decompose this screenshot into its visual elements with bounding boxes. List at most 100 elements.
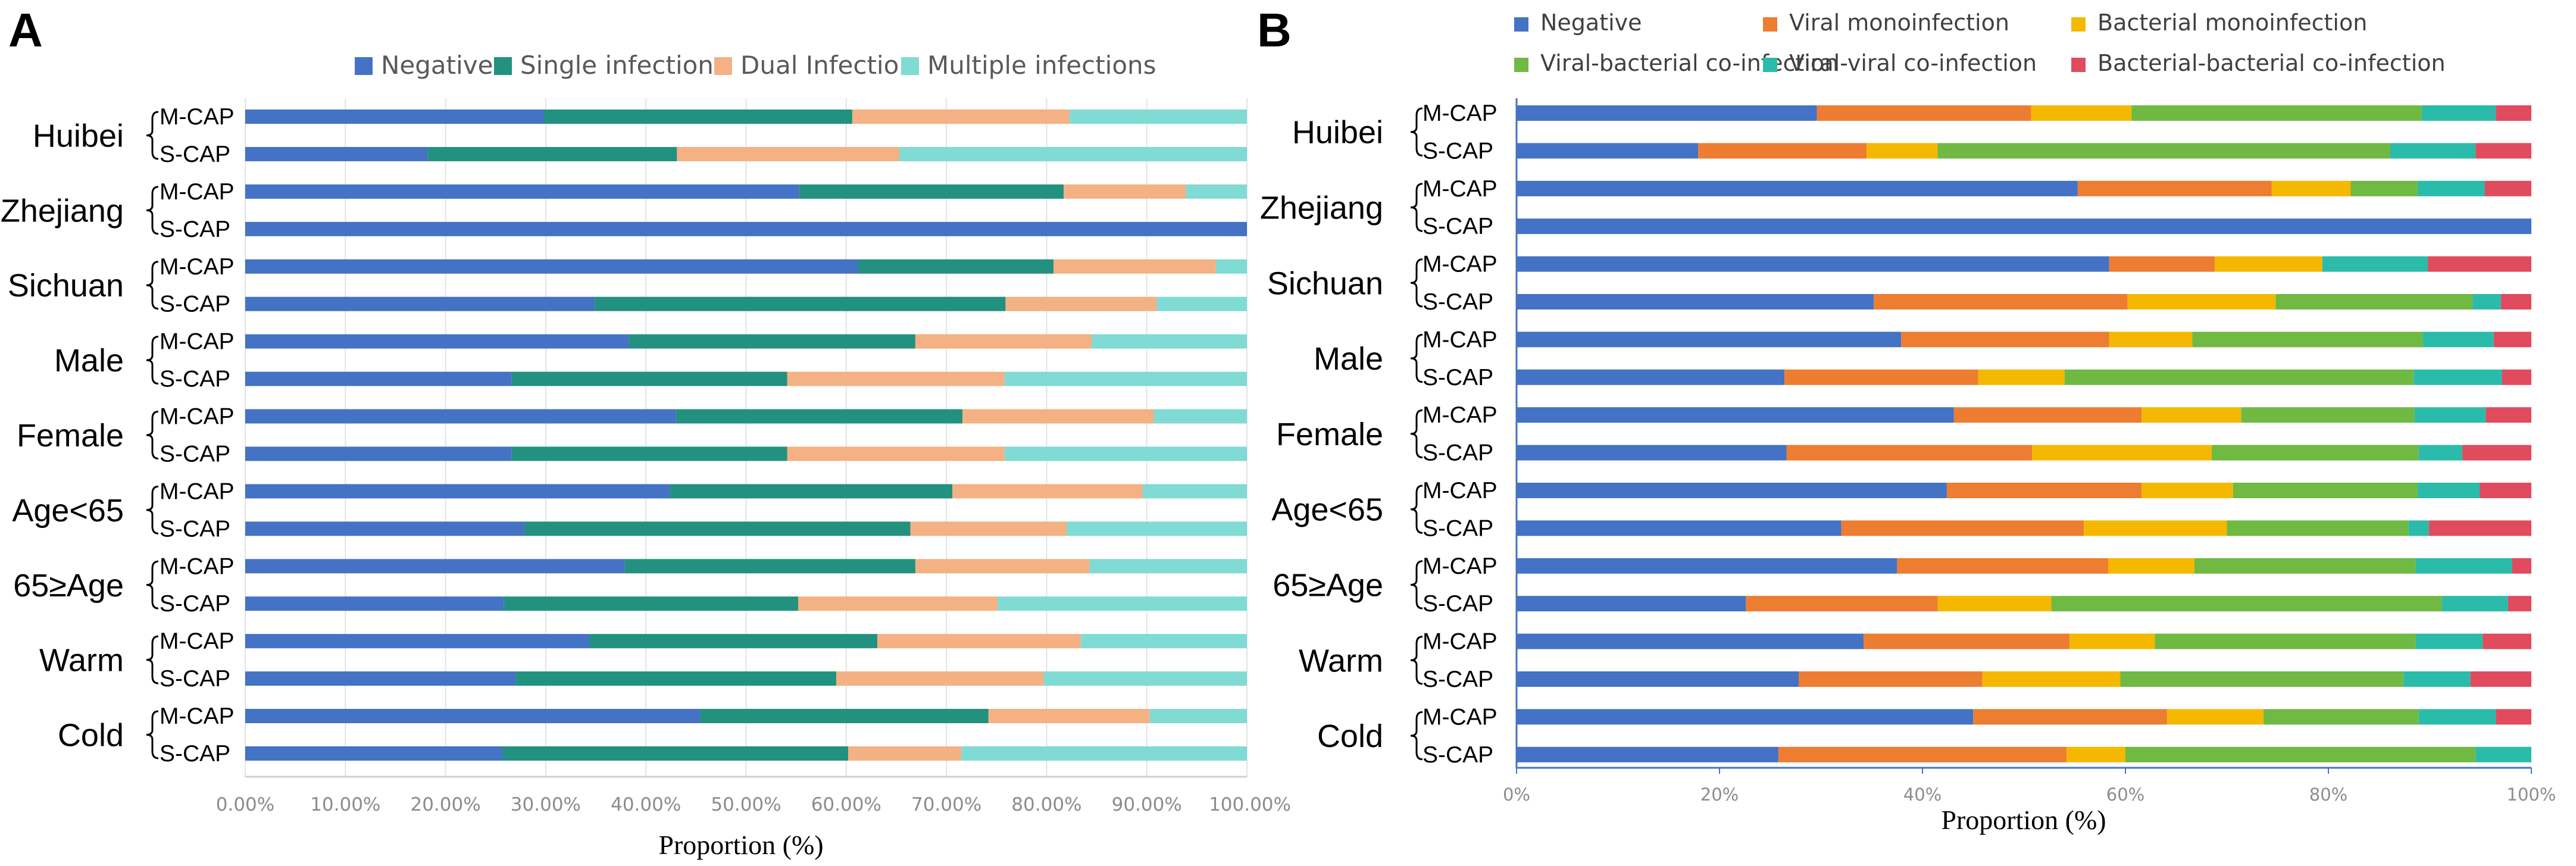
row-label-female-m-cap: M-CAP: [160, 404, 235, 430]
legend-label-viral-bacterial-co-infection: Viral-bacterial co-infection: [1540, 50, 1839, 76]
group-label-huibei: Huibei: [1292, 115, 1383, 151]
row-label-warm-m-cap: M-CAP: [1423, 629, 1498, 655]
bar-female-s-cap-bacterial-bacterial-co-infection: [2462, 445, 2531, 461]
bar-male-m-cap-bacterial-bacterial-co-infection: [2493, 332, 2531, 348]
row-label-agelt65-s-cap: S-CAP: [1423, 515, 1493, 541]
x-axis-title: Proportion (%): [1941, 805, 2106, 835]
bar-agelt65-m-cap-viral-monoinfection: [1946, 483, 2142, 498]
bar-cold-s-cap-bacterial-monoinfection: [2067, 746, 2125, 762]
row-label-warm-m-cap: M-CAP: [160, 629, 235, 654]
bar-65geage-s-cap-dual-infection: [798, 596, 998, 611]
bar-zhejiang-m-cap-viral-monoinfection: [2077, 180, 2272, 196]
group-label-warm: Warm: [39, 643, 124, 679]
bar-male-s-cap-negative: [245, 371, 512, 386]
row-label-65geage-s-cap: S-CAP: [160, 591, 230, 617]
x-tick-label: 80%: [2309, 784, 2347, 805]
bar-65geage-m-cap-single-infection: [624, 559, 915, 574]
bar-warm-s-cap-viral-viral-co-infection: [2403, 671, 2471, 687]
bar-male-m-cap-viral-bacterial-co-infection: [2192, 332, 2423, 348]
bar-huibei-s-cap-dual-infection: [677, 146, 899, 161]
bar-sichuan-s-cap-bacterial-bacterial-co-infection: [2500, 294, 2531, 309]
bar-male-m-cap-dual-infection: [915, 334, 1092, 349]
bar-male-m-cap-viral-viral-co-infection: [2422, 332, 2494, 348]
bar-warm-m-cap-multiple-infections: [1080, 634, 1247, 649]
bar-male-s-cap-viral-bacterial-co-infection: [2064, 369, 2414, 385]
bar-warm-m-cap-negative: [1517, 633, 1864, 649]
bar-huibei-m-cap-viral-viral-co-infection: [2421, 105, 2496, 121]
row-label-sichuan-m-cap: M-CAP: [160, 254, 235, 280]
bar-huibei-s-cap-single-infection: [427, 146, 677, 161]
bar-female-m-cap-viral-bacterial-co-infection: [2241, 407, 2415, 423]
legend-label-viral-viral-co-infection: Viral-viral co-infection: [1789, 50, 2037, 76]
bar-agelt65-m-cap-viral-viral-co-infection: [2418, 483, 2480, 498]
bar-sichuan-m-cap-multiple-infections: [1215, 259, 1247, 274]
bar-sichuan-m-cap-dual-infection: [1053, 259, 1216, 274]
group-label-female: Female: [17, 418, 124, 454]
bar-agelt65-s-cap-bacterial-bacterial-co-infection: [2428, 520, 2531, 536]
bar-male-m-cap-bacterial-monoinfection: [2109, 332, 2193, 348]
legend-swatch-negative: [355, 57, 373, 75]
bar-female-m-cap-viral-viral-co-infection: [2414, 407, 2486, 423]
row-label-zhejiang-m-cap: M-CAP: [1423, 176, 1498, 202]
bar-sichuan-m-cap-bacterial-monoinfection: [2215, 256, 2322, 272]
bar-cold-s-cap-dual-infection: [848, 746, 962, 761]
bar-65geage-m-cap-viral-viral-co-infection: [2415, 558, 2512, 574]
bar-65geage-m-cap-dual-infection: [915, 559, 1090, 574]
bar-sichuan-s-cap-negative: [1517, 294, 1874, 309]
bar-cold-m-cap-bacterial-bacterial-co-infection: [2496, 709, 2531, 725]
bar-65geage-s-cap-viral-monoinfection: [1746, 596, 1938, 612]
bar-warm-m-cap-negative: [245, 634, 590, 649]
bar-female-m-cap-bacterial-monoinfection: [2142, 407, 2242, 423]
bar-warm-m-cap-single-infection: [589, 634, 877, 649]
legend-label-negative: Negative: [381, 51, 493, 80]
bar-sichuan-s-cap-viral-bacterial-co-infection: [2275, 294, 2473, 309]
x-tick-label: 20.00%: [410, 794, 480, 815]
row-label-zhejiang-m-cap: M-CAP: [160, 179, 235, 205]
row-label-65geage-s-cap: S-CAP: [1423, 591, 1493, 617]
bar-huibei-m-cap-single-infection: [543, 110, 852, 124]
row-label-cold-m-cap: M-CAP: [1423, 704, 1498, 730]
brace-female: [1410, 409, 1423, 459]
bar-huibei-s-cap-viral-viral-co-infection: [2390, 143, 2476, 159]
bar-female-m-cap-bacterial-bacterial-co-infection: [2486, 407, 2531, 423]
legend-swatch-single-infection: [494, 57, 512, 75]
group-label-agelt65: Age<65: [1271, 492, 1383, 528]
bar-zhejiang-s-cap-negative: [245, 221, 1247, 236]
bar-warm-s-cap-negative: [1517, 671, 1799, 687]
bar-huibei-m-cap-viral-monoinfection: [1817, 105, 2031, 121]
bar-65geage-s-cap-single-infection: [504, 596, 799, 611]
panel-b: B M-CAP S-CAP M-CAP S-CAP M-CAP S-CAP M-CAP S-C…: [1257, 4, 2556, 835]
row-label-sichuan-s-cap: S-CAP: [160, 292, 230, 317]
brace-sichuan: [1410, 258, 1423, 308]
bar-male-s-cap-viral-monoinfection: [1784, 369, 1978, 385]
bar-agelt65-m-cap-negative: [245, 484, 670, 499]
brace-huibei: [146, 111, 159, 160]
row-label-male-m-cap: M-CAP: [1423, 327, 1498, 352]
row-label-cold-m-cap: M-CAP: [160, 704, 235, 729]
bar-warm-m-cap-bacterial-monoinfection: [2069, 633, 2155, 649]
bar-warm-s-cap-bacterial-monoinfection: [1982, 671, 2121, 687]
group-label-65geage: 65≥Age: [13, 568, 124, 604]
bar-huibei-s-cap-viral-bacterial-co-infection: [1937, 143, 2391, 159]
bar-female-m-cap-dual-infection: [962, 409, 1154, 424]
legend-swatch-bacterial-monoinfection: [2071, 17, 2086, 32]
row-label-agelt65-s-cap: S-CAP: [160, 516, 230, 542]
bar-male-s-cap-single-infection: [511, 371, 787, 386]
x-tick-label: 60.00%: [811, 794, 881, 815]
x-tick-label: 50.00%: [711, 794, 781, 815]
x-tick-label: 40%: [1903, 784, 1942, 805]
brace-cold: [1410, 711, 1423, 761]
bar-sichuan-m-cap-negative: [245, 259, 858, 274]
bar-cold-m-cap-single-infection: [700, 709, 989, 724]
bar-zhejiang-m-cap-viral-bacterial-co-infection: [2350, 180, 2418, 196]
bar-male-m-cap-negative: [245, 334, 629, 349]
x-tick-label: 0.00%: [216, 794, 274, 815]
bar-female-s-cap-viral-viral-co-infection: [2418, 445, 2463, 461]
legend-label-multiple-infections: Multiple infections: [927, 51, 1156, 80]
legend-swatch-bacterial-bacterial-co-infection: [2071, 58, 2086, 72]
brace-zhejiang: [146, 186, 159, 235]
x-tick-label: 100%: [2507, 784, 2556, 805]
bar-huibei-m-cap-negative: [245, 110, 544, 124]
bar-cold-s-cap-viral-monoinfection: [1778, 746, 2067, 762]
